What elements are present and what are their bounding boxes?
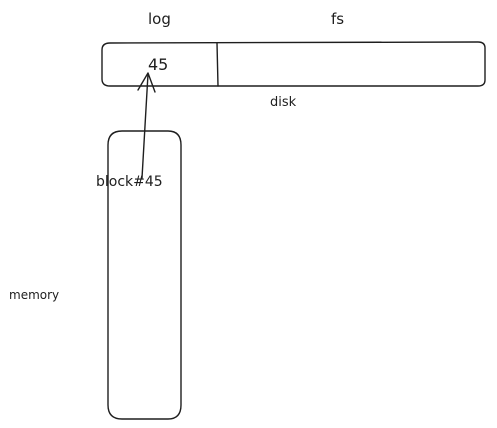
memory-label: memory: [9, 288, 59, 302]
arrow-shaft: [141, 73, 149, 179]
log-fs-divider: [216, 42, 219, 87]
block-ref-label: block#45: [96, 174, 163, 190]
disk-label: disk: [270, 95, 297, 110]
memory-region: [107, 130, 182, 420]
arrow-head: [137, 72, 156, 93]
log-label: log: [148, 10, 171, 28]
fs-label: fs: [331, 10, 344, 28]
block-value-label: 45: [148, 55, 168, 74]
disk-bar: [101, 41, 486, 87]
